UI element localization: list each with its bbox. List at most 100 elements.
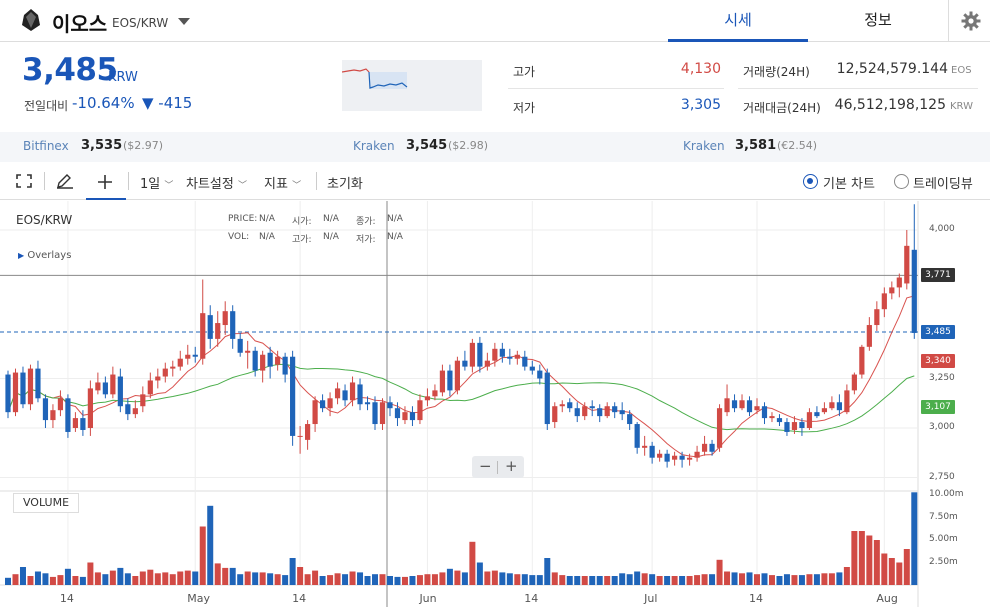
candle-body (237, 338, 243, 353)
tradingview-radio[interactable] (894, 174, 909, 189)
volume-bar (724, 571, 731, 585)
volume-bar (574, 576, 581, 585)
volume-bar (409, 576, 416, 585)
candle-body (904, 245, 910, 284)
volume-bar (237, 574, 244, 585)
indicators-menu[interactable]: 지표 ﹀ (264, 173, 301, 192)
candle-body (282, 356, 288, 375)
candle-body (305, 424, 311, 440)
candle-body (829, 402, 835, 409)
legend-price-value: N/A (259, 214, 275, 224)
candle-body (342, 390, 348, 401)
candle-body (874, 309, 880, 326)
volume-bar (454, 570, 461, 585)
candle-body (859, 346, 865, 375)
time-tick-label: 14 (59, 592, 74, 605)
tab-quotes[interactable]: 시세 (668, 0, 808, 42)
volume-bar (252, 572, 259, 585)
candle-body (784, 422, 790, 432)
volume-bar (394, 576, 401, 585)
volume-bar (297, 567, 304, 585)
basic-chart-radio[interactable] (803, 174, 818, 189)
volume-bar (327, 575, 334, 585)
volume-bar (12, 574, 19, 585)
volume-bar (506, 573, 513, 585)
volume-bar (821, 573, 828, 585)
zoom-out-button[interactable]: − (479, 457, 492, 475)
volume-bar (34, 571, 41, 585)
volume-bar (124, 573, 131, 585)
volume-bar (42, 573, 49, 585)
candle-body (297, 435, 303, 437)
candlestick-chart[interactable] (0, 201, 990, 607)
candle-body (567, 402, 573, 409)
volume-unit: EOS (951, 65, 972, 76)
volume-bar (154, 573, 161, 585)
volume-bar (521, 574, 528, 585)
chevron-down-icon: ﹀ (292, 181, 302, 191)
toolbar-separator (44, 172, 45, 190)
legend-open-label: 시가: (292, 217, 312, 227)
coin-select-caret-icon[interactable] (178, 18, 190, 25)
tradingview-label: 트레이딩뷰 (913, 177, 973, 192)
volume-bar (349, 571, 356, 585)
candle-body (896, 277, 902, 288)
candle-body (851, 374, 857, 391)
candle-body (230, 311, 236, 339)
candle-body (192, 354, 198, 357)
amount-label: 거래대금(24H) (743, 101, 821, 115)
exchange-usd: ($2.97) (123, 139, 164, 152)
price-tag: 3,107 (921, 399, 955, 414)
volume-bar (109, 570, 116, 585)
volume-bar (214, 563, 221, 585)
chart-settings-menu[interactable]: 차트설정 ﹀ (186, 173, 247, 192)
exchange-usd: ($2.98) (448, 139, 489, 152)
candle-body (417, 400, 423, 421)
gear-icon[interactable] (961, 11, 981, 31)
volume-bar (5, 577, 11, 585)
zoom-in-button[interactable]: + (505, 457, 518, 475)
volume-bar (761, 573, 768, 585)
crosshair-icon[interactable] (97, 174, 113, 190)
volume-bar (731, 572, 738, 585)
price-tag: 3,340 (921, 353, 955, 368)
interval-select[interactable]: 1일 ﹀ (140, 173, 173, 192)
pencil-icon[interactable] (56, 173, 74, 189)
candle-body (357, 384, 363, 405)
volume-tick-label: 7.50m (929, 511, 958, 522)
candle-body (12, 372, 19, 413)
volume-bar (619, 573, 626, 585)
tab-info[interactable]: 정보 (864, 11, 892, 29)
volume-bar (671, 576, 678, 585)
change-label: 전일대비 (24, 99, 69, 113)
price-unit: KRW (108, 70, 138, 85)
volume-bar (536, 575, 543, 585)
volume-bar (836, 572, 843, 585)
overlays-toggle[interactable]: ▶ Overlays (18, 250, 71, 261)
candle-body (424, 396, 431, 401)
fullscreen-icon[interactable] (16, 174, 32, 188)
volume-bar (903, 549, 910, 585)
volume-bar (843, 567, 850, 585)
candle-body (177, 358, 183, 367)
volume-bar (446, 568, 453, 585)
volume-bar (439, 572, 446, 585)
exchange-row (0, 132, 990, 162)
candle-body (267, 352, 273, 367)
volume-bar (364, 576, 371, 585)
candle-body (701, 443, 708, 452)
volume-bar (484, 571, 491, 585)
volume-bar (514, 574, 521, 585)
volume-bar (64, 568, 71, 585)
volume-bar (304, 574, 311, 585)
candle-body (252, 350, 258, 371)
volume-bar (312, 570, 319, 585)
ma-short-line (7, 295, 915, 458)
candle-body (125, 404, 131, 415)
high-value: 4,130 (680, 61, 721, 77)
reset-button[interactable]: 초기화 (327, 177, 363, 192)
candle-body (664, 453, 670, 462)
chevron-down-icon: ﹀ (164, 181, 174, 191)
volume-bar (611, 576, 618, 585)
legend-high-value: N/A (323, 232, 339, 242)
